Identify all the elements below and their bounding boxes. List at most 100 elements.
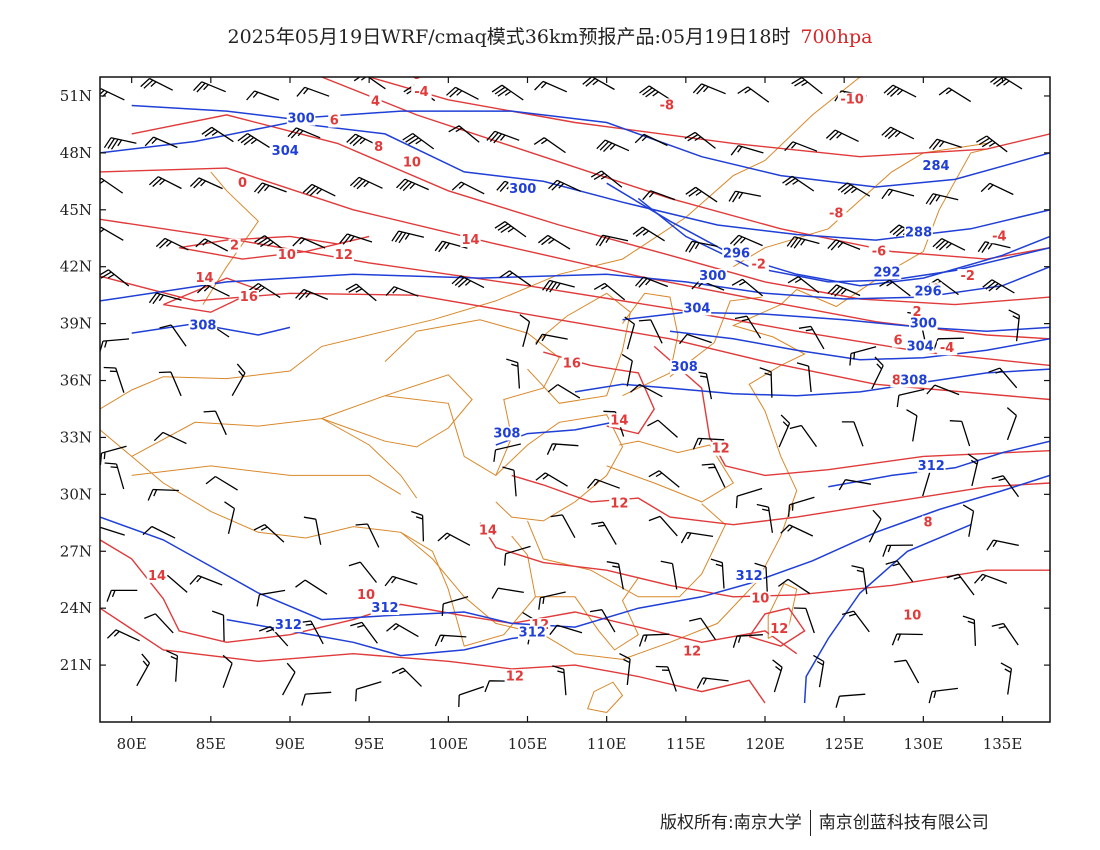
- height-label: 284: [922, 159, 949, 174]
- temperature-label: 10: [278, 248, 296, 263]
- wind-barb: [906, 409, 918, 442]
- x-tick-label: 90E: [275, 735, 305, 753]
- temperature-label-bg: [891, 333, 905, 348]
- wind-barb: [385, 286, 419, 297]
- wind-barb: [754, 562, 768, 593]
- wind-barb: [894, 659, 920, 684]
- temperature-label-bg: [750, 591, 771, 606]
- wind-barb: [519, 314, 531, 347]
- wind-barb: [974, 573, 1008, 585]
- wind-barb: [648, 470, 680, 488]
- height-label-bg: [734, 568, 764, 583]
- wind-barb: [246, 90, 280, 101]
- temperature-label-bg: [890, 373, 903, 388]
- wind-barb: [647, 419, 678, 438]
- temperature-label: 12: [683, 645, 701, 660]
- temperature-label: 2: [230, 239, 239, 254]
- wind-barb: [796, 362, 812, 393]
- wind-barb: [638, 319, 663, 344]
- temperature-label-bg: [504, 669, 526, 684]
- wind-barb: [451, 181, 485, 195]
- height-label-bg: [682, 301, 712, 316]
- title-main: 2025年05月19日WRF/cmaq模式36km预报产品:05月19日18时: [227, 26, 791, 48]
- wind-barb: [256, 589, 286, 607]
- height-label: 312: [736, 569, 763, 584]
- wind-barb: [990, 77, 1023, 90]
- wind-barb: [782, 175, 815, 192]
- wind-barb: [825, 129, 859, 142]
- y-tick-label: 27N: [60, 542, 92, 560]
- wind-barb: [434, 634, 467, 647]
- wind-barb: [349, 176, 383, 190]
- province-boundary: [131, 417, 418, 499]
- wind-barb: [538, 591, 566, 610]
- wind-barb: [546, 443, 579, 455]
- wind-barb: [928, 687, 958, 704]
- wind-barb: [353, 77, 386, 90]
- wind-barb: [295, 288, 329, 301]
- temperature-label: 10: [357, 588, 375, 603]
- footer-company: 南京创蓝科技有限公司: [818, 813, 989, 833]
- temperature-label: 10: [903, 609, 921, 624]
- wind-barb: [962, 504, 975, 537]
- temperature-contours: [100, 77, 1050, 704]
- wind-barb: [962, 615, 977, 646]
- wind-barb: [593, 282, 626, 301]
- height-contour: [828, 440, 1050, 488]
- x-tick-label: 100E: [429, 735, 469, 753]
- height-label: 300: [288, 112, 315, 127]
- province-boundary: [202, 171, 259, 305]
- wind-barb: [732, 634, 763, 648]
- wind-barb: [685, 240, 718, 253]
- province-boundary: [384, 319, 560, 477]
- wind-barb: [296, 86, 330, 97]
- wind-barb: [348, 561, 378, 583]
- wind-barb: [503, 545, 531, 566]
- x-tick-label: 120E: [745, 735, 785, 753]
- wind-barb: [813, 654, 825, 688]
- temperature-isotherm: [100, 218, 1050, 367]
- temperature-label: 6: [330, 114, 339, 129]
- wind-barb: [827, 284, 861, 297]
- wind-barb: [195, 238, 229, 252]
- wind-barb: [881, 188, 915, 200]
- temperature-label: 14: [610, 413, 628, 428]
- height-label: 296: [723, 246, 750, 261]
- temperature-label: 4: [371, 95, 380, 110]
- wind-barb: [166, 650, 179, 682]
- temperature-isotherm: [511, 474, 1050, 526]
- temperature-label-bg: [228, 238, 241, 253]
- wind-barb: [345, 283, 377, 302]
- wind-barb: [793, 607, 815, 634]
- wind-barb: [991, 622, 1019, 646]
- temperature-label: 6: [893, 334, 902, 349]
- temperature-label-bg: [656, 98, 678, 113]
- wind-barb: [147, 488, 179, 501]
- height-label-bg: [904, 225, 933, 240]
- temperature-label-bg: [868, 244, 890, 259]
- wind-barb: [710, 558, 725, 589]
- wind-barb: [685, 186, 718, 203]
- wind-barb: [660, 560, 678, 590]
- wind-barb: [891, 633, 923, 646]
- wind-barb: [778, 414, 791, 448]
- wind-barb: [535, 472, 568, 487]
- temperature-isotherm: [543, 351, 655, 435]
- height-label-bg: [899, 373, 929, 388]
- height-label: 312: [275, 618, 302, 633]
- wind-barb: [258, 625, 289, 647]
- wind-barb: [295, 579, 328, 595]
- wind-barb: [303, 516, 322, 545]
- temperature-label: 12: [506, 669, 524, 684]
- y-tick-label: 33N: [60, 428, 92, 446]
- wind-barb: [624, 316, 636, 350]
- wind-barb: [211, 610, 225, 642]
- wind-barb: [104, 462, 125, 490]
- wind-barb: [596, 139, 630, 153]
- wind-barb: [988, 367, 1018, 389]
- temperature-label-bg: [609, 496, 630, 511]
- height-label: 300: [699, 269, 726, 284]
- height-contour: [100, 474, 1050, 628]
- province-boundary: [669, 296, 762, 378]
